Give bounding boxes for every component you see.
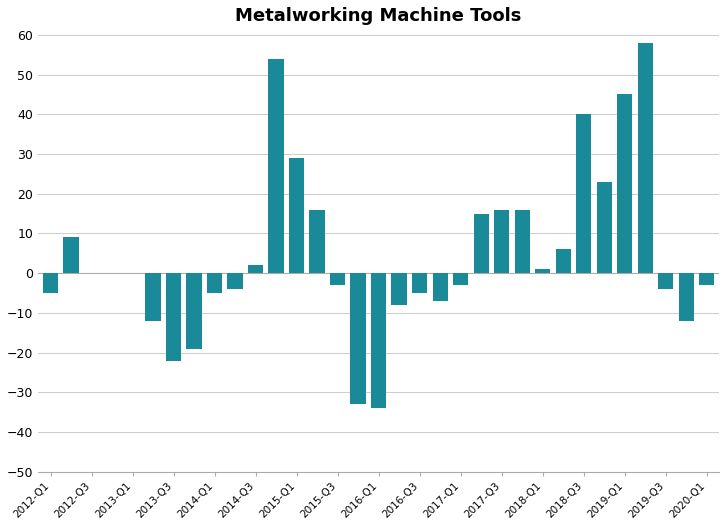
- Bar: [269, 58, 284, 273]
- Bar: [248, 265, 264, 273]
- Bar: [555, 249, 571, 273]
- Bar: [63, 238, 79, 273]
- Bar: [597, 182, 612, 273]
- Bar: [658, 273, 674, 289]
- Bar: [227, 273, 242, 289]
- Bar: [412, 273, 428, 293]
- Bar: [166, 273, 182, 360]
- Bar: [473, 213, 489, 273]
- Bar: [207, 273, 222, 293]
- Bar: [433, 273, 448, 301]
- Bar: [351, 273, 366, 404]
- Bar: [309, 210, 325, 273]
- Bar: [576, 114, 592, 273]
- Bar: [617, 94, 632, 273]
- Bar: [371, 273, 386, 408]
- Bar: [289, 158, 304, 273]
- Bar: [535, 269, 550, 273]
- Bar: [679, 273, 694, 321]
- Bar: [145, 273, 161, 321]
- Bar: [699, 273, 714, 285]
- Bar: [494, 210, 510, 273]
- Bar: [637, 43, 653, 273]
- Bar: [391, 273, 407, 305]
- Bar: [515, 210, 530, 273]
- Bar: [43, 273, 58, 293]
- Bar: [187, 273, 202, 349]
- Bar: [453, 273, 468, 285]
- Title: Metalworking Machine Tools: Metalworking Machine Tools: [235, 7, 522, 25]
- Bar: [330, 273, 346, 285]
